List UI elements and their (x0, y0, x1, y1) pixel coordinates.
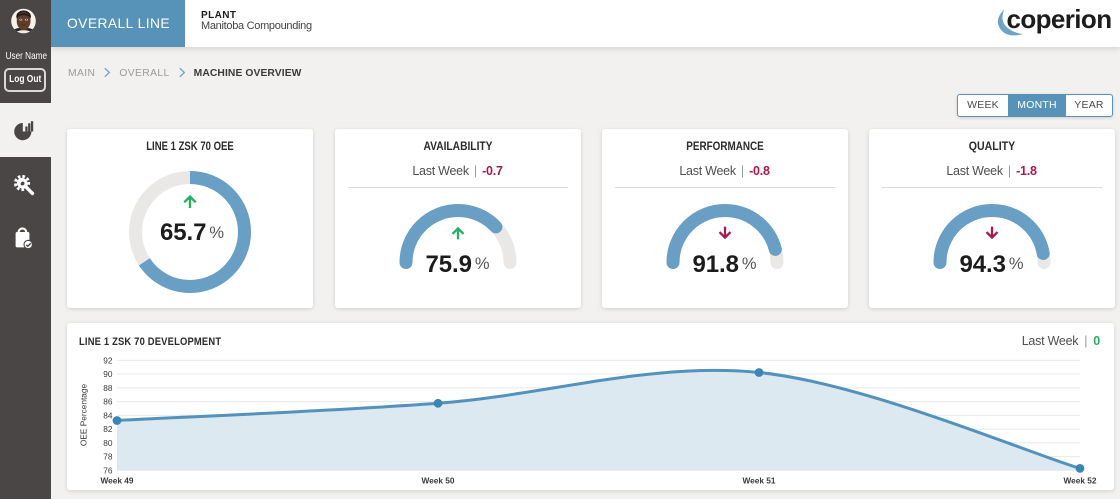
svg-text:coperion: coperion (1007, 4, 1112, 34)
svg-text:Week 52: Week 52 (1063, 475, 1096, 485)
svg-text:Week 49: Week 49 (100, 475, 133, 485)
svg-text:OEE Percentage: OEE Percentage (79, 383, 89, 446)
svg-text:86: 86 (103, 397, 113, 407)
svg-text:76: 76 (103, 465, 113, 475)
svg-text:Week 50: Week 50 (421, 475, 454, 485)
svg-text:84: 84 (103, 410, 113, 420)
svg-text:88: 88 (103, 383, 113, 393)
svg-text:92: 92 (103, 355, 113, 365)
svg-text:82: 82 (103, 424, 113, 434)
svg-text:78: 78 (103, 452, 113, 462)
svg-text:80: 80 (103, 438, 113, 448)
svg-text:90: 90 (103, 369, 113, 379)
svg-text:Week 51: Week 51 (742, 475, 775, 485)
